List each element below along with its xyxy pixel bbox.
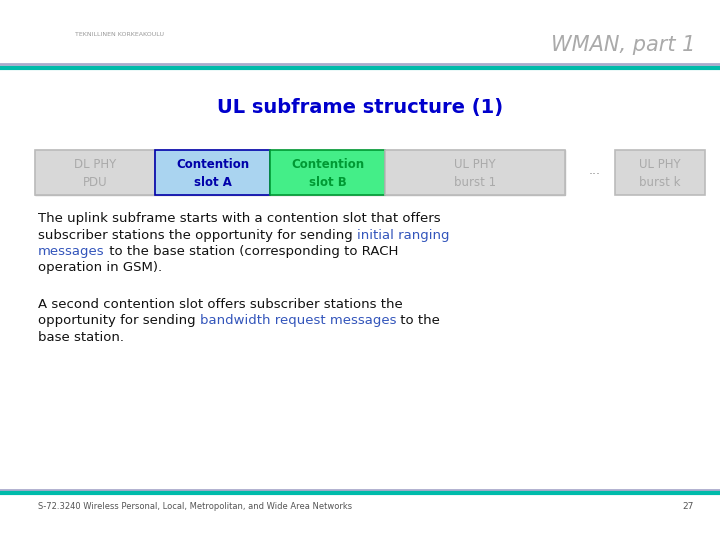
Text: bandwidth request messages: bandwidth request messages xyxy=(200,314,397,327)
Text: to the base station (corresponding to RACH: to the base station (corresponding to RA… xyxy=(104,245,398,258)
Text: TEKNILLINEN KORKEAKOULU: TEKNILLINEN KORKEAKOULU xyxy=(75,32,164,37)
Text: ...: ... xyxy=(589,164,601,177)
Text: The uplink subframe starts with a contention slot that offers: The uplink subframe starts with a conten… xyxy=(38,212,441,225)
Text: opportunity for sending: opportunity for sending xyxy=(38,314,200,327)
Text: burst 1: burst 1 xyxy=(454,176,496,189)
Text: slot A: slot A xyxy=(194,176,231,189)
Text: initial ranging: initial ranging xyxy=(357,228,449,241)
Text: PDU: PDU xyxy=(83,176,107,189)
Text: UL PHY: UL PHY xyxy=(639,158,681,171)
Text: Contention: Contention xyxy=(176,158,249,171)
Text: slot B: slot B xyxy=(309,176,346,189)
Text: A second contention slot offers subscriber stations the: A second contention slot offers subscrib… xyxy=(38,298,402,311)
Text: base station.: base station. xyxy=(38,331,124,344)
Text: WMAN, part 1: WMAN, part 1 xyxy=(551,35,695,55)
Text: to the: to the xyxy=(397,314,440,327)
Text: subscriber stations the opportunity for sending: subscriber stations the opportunity for … xyxy=(38,228,357,241)
Text: burst k: burst k xyxy=(639,176,680,189)
Text: messages: messages xyxy=(38,245,104,258)
Text: 27: 27 xyxy=(682,502,693,511)
Text: UL subframe structure (1): UL subframe structure (1) xyxy=(217,98,503,117)
Text: S-72.3240 Wireless Personal, Local, Metropolitan, and Wide Area Networks: S-72.3240 Wireless Personal, Local, Metr… xyxy=(38,502,352,511)
Text: DL PHY: DL PHY xyxy=(74,158,116,171)
Text: Contention: Contention xyxy=(291,158,364,171)
Text: operation in GSM).: operation in GSM). xyxy=(38,261,162,274)
Text: UL PHY: UL PHY xyxy=(454,158,496,171)
